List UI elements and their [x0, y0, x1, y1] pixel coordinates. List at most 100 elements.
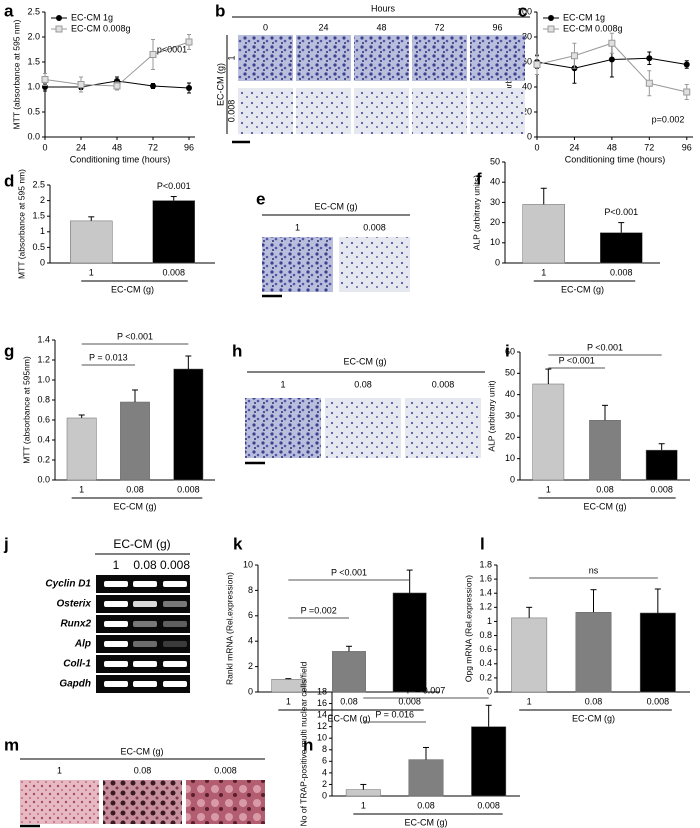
y-tick-label: 0.5 — [27, 106, 40, 116]
x-axis-label: EC-CM (g) — [111, 284, 154, 294]
panel-letter: e — [256, 189, 265, 208]
y-tick-label: 14 — [317, 709, 327, 719]
x-tick-label: 48 — [112, 142, 122, 152]
legend-label: EC-CM 1g — [563, 12, 605, 22]
annotation: P <0.001 — [117, 331, 153, 341]
y-tick-label: 0.2 — [479, 672, 492, 682]
gel-lane — [96, 615, 190, 633]
x-tick-label: 1 — [89, 267, 94, 277]
annotation: p<0001 — [157, 44, 187, 54]
row-label: Gapdh — [59, 679, 91, 690]
x-axis-label: EC-CM (g) — [561, 284, 604, 294]
micrograph — [238, 35, 293, 81]
x-axis-label: EC-CM (g) — [328, 713, 371, 723]
column-label: 1 — [57, 765, 62, 775]
micrograph — [470, 88, 525, 134]
panel-letter: f — [476, 169, 482, 188]
bar — [66, 417, 97, 481]
gel-band — [133, 621, 157, 627]
y-tick-label: 100 — [517, 6, 532, 16]
column-label: 0.08 — [133, 558, 157, 572]
legend-marker — [55, 25, 63, 33]
annotation: P<0.001 — [157, 181, 191, 191]
row-label: Alp — [74, 639, 91, 650]
x-tick-label: 0 — [42, 142, 47, 152]
bar — [408, 759, 444, 797]
bar — [332, 651, 366, 693]
annotation: p=0.002 — [652, 114, 685, 124]
column-label: 1 — [113, 558, 120, 572]
annotation: P =0.002 — [301, 605, 337, 615]
y-axis-label: MTT (absorbance at 595nm) — [21, 356, 31, 464]
micrograph — [325, 398, 401, 458]
y-axis-label: Rankl mRNA (Rel.expression) — [224, 572, 234, 685]
x-tick-label: 0.08 — [417, 800, 435, 810]
micrograph — [103, 780, 182, 824]
column-label: 0.008 — [432, 379, 455, 389]
x-axis-label: EC-CM (g) — [584, 501, 627, 511]
bar — [392, 592, 427, 693]
x-axis-label: EC-CM (g) — [572, 713, 615, 723]
annotation: ns — [589, 565, 599, 575]
y-tick-label: 40 — [505, 389, 515, 399]
row-label: Coll-1 — [63, 659, 91, 670]
x-tick-label: 0.08 — [126, 484, 144, 494]
marker — [645, 79, 653, 87]
x-tick-label: 0.008 — [610, 267, 633, 277]
row-label: Osterix — [57, 599, 92, 610]
gel-band — [133, 641, 157, 647]
x-tick-label: 48 — [607, 142, 617, 152]
gel-band — [104, 621, 128, 627]
x-tick-label: 0.08 — [340, 696, 358, 706]
column-label: 0 — [263, 22, 268, 32]
column-label: 24 — [318, 22, 328, 32]
x-axis-label: EC-CM (g) — [405, 817, 448, 827]
column-label: 0.08 — [354, 379, 372, 389]
column-label: 0.008 — [363, 222, 386, 232]
panel-letter: g — [4, 341, 14, 360]
micrograph — [245, 398, 321, 458]
y-tick-label: 1 — [487, 616, 492, 626]
bar — [345, 789, 381, 797]
panel-letter: d — [4, 171, 14, 190]
marker — [608, 39, 616, 47]
column-label: 96 — [492, 22, 502, 32]
panel-letter: m — [4, 735, 19, 754]
y-tick-label: 12 — [317, 721, 327, 731]
y-tick-label: 0.6 — [479, 644, 492, 654]
y-tick-label: 0.6 — [37, 414, 50, 424]
y-axis-label: MTT (absorbance at 595 nm) — [16, 169, 26, 279]
marker — [186, 85, 192, 91]
row-title: EC-CM (g) — [215, 63, 225, 106]
annotation: P = 0.007 — [407, 685, 446, 695]
marker — [683, 88, 691, 96]
marker — [646, 55, 653, 62]
x-tick-label: 24 — [76, 142, 86, 152]
y-tick-label: 0.4 — [479, 658, 492, 668]
bar — [152, 200, 195, 264]
panel-letter: h — [232, 341, 242, 360]
legend-label: EC-CM 0.008g — [71, 23, 131, 33]
annotation: P <0.001 — [587, 342, 623, 352]
panel-letter: l — [480, 534, 485, 553]
x-tick-label: 0.008 — [162, 267, 185, 277]
figure-title: Hours — [371, 3, 396, 13]
y-tick-label: 50 — [490, 156, 500, 166]
y-tick-label: 20 — [522, 106, 532, 116]
y-tick-label: 10 — [490, 237, 500, 247]
x-tick-label: 0.08 — [596, 484, 614, 494]
y-tick-label: 0 — [487, 686, 492, 696]
y-tick-label: 60 — [522, 56, 532, 66]
marker — [570, 52, 578, 60]
y-tick-label: 2 — [248, 661, 253, 671]
y-axis-label: ALP (arbitrary unit) — [486, 380, 496, 451]
y-axis-label: ALP (arbitrary units) — [471, 175, 481, 251]
y-tick-label: 1.4 — [37, 334, 50, 344]
x-tick-label: 72 — [148, 142, 158, 152]
x-tick-label: 72 — [644, 142, 654, 152]
gel-band — [133, 581, 157, 587]
y-tick-label: 20 — [505, 432, 515, 442]
gel-band — [104, 681, 128, 687]
y-tick-label: 1.8 — [479, 559, 492, 569]
